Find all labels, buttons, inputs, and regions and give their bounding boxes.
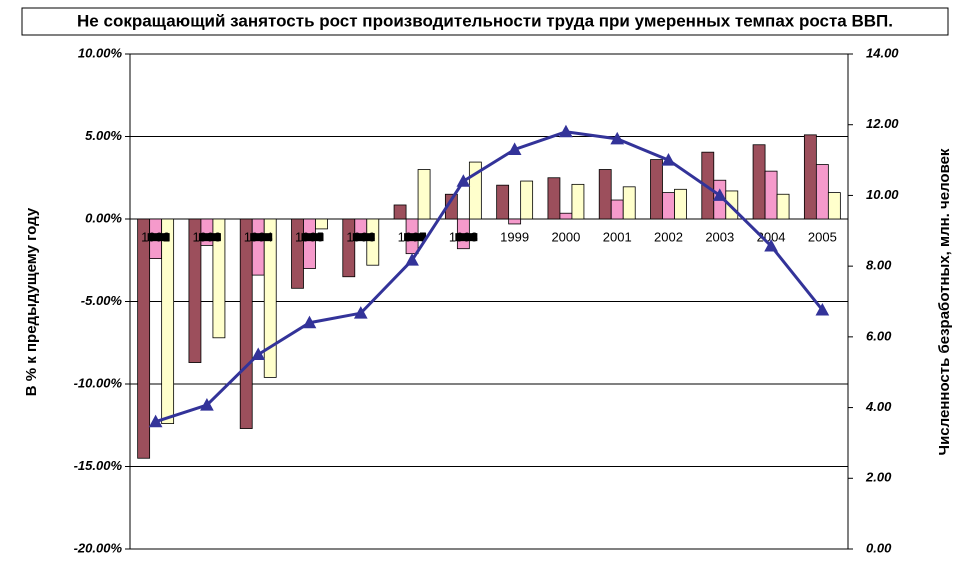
- dash-marker: [198, 233, 221, 242]
- y-tick-label: 10.00%: [78, 45, 123, 60]
- bar: [263, 218, 277, 378]
- bar: [366, 218, 380, 266]
- line-marker: [148, 414, 163, 428]
- bar: [803, 134, 817, 220]
- y2-tick-label: 14.00: [866, 45, 899, 60]
- bar: [508, 218, 522, 225]
- x-tick-label: 1999: [500, 229, 529, 244]
- y2-tick-label: 8.00: [866, 258, 892, 273]
- bar: [496, 184, 510, 220]
- x-tick-label: 2002: [654, 229, 683, 244]
- y-tick-label: -20.00%: [74, 540, 123, 555]
- title-box: [21, 7, 949, 36]
- x-tick-label: 2001: [603, 229, 632, 244]
- line-marker: [764, 238, 778, 252]
- line-marker: [610, 131, 625, 145]
- line-marker: [559, 124, 573, 138]
- dash-marker: [147, 233, 170, 242]
- bar: [417, 169, 431, 220]
- line-marker: [200, 398, 214, 411]
- line: [155, 130, 824, 424]
- dash-marker: [250, 233, 273, 242]
- dash-marker: [301, 233, 324, 242]
- bar: [674, 188, 687, 220]
- bar: [520, 180, 534, 220]
- line-marker: [353, 306, 368, 319]
- bar: [315, 218, 328, 230]
- bar: [764, 170, 778, 220]
- line-marker: [405, 253, 419, 266]
- line-marker: [507, 142, 522, 155]
- x-tick-label: 2005: [808, 229, 837, 244]
- y-tick-label: -5.00%: [81, 293, 123, 308]
- bar: [752, 144, 766, 220]
- dash-marker: [455, 233, 478, 242]
- bar: [776, 193, 790, 220]
- x-tick-label: 2003: [705, 229, 734, 244]
- y-tick-label: 0.00%: [85, 210, 122, 225]
- y-tick-label: -10.00%: [74, 375, 123, 390]
- y2-tick-label: 10.00: [866, 187, 899, 202]
- chart-title: Не сокращающий занятость рост производит…: [77, 11, 893, 30]
- line-marker: [251, 347, 266, 361]
- dash-marker: [352, 233, 375, 242]
- x-tick-label: 2000: [551, 229, 580, 244]
- bar: [137, 218, 151, 459]
- bar: [547, 177, 561, 220]
- line-marker: [456, 174, 471, 187]
- dash-marker: [404, 233, 427, 242]
- bar: [815, 164, 829, 220]
- y2-axis-label: Численность безработных, млн. человек: [936, 148, 953, 455]
- bar: [650, 159, 663, 220]
- bar: [598, 169, 612, 220]
- bar: [571, 183, 585, 220]
- bar: [251, 218, 265, 276]
- y2-tick-label: 6.00: [866, 328, 892, 343]
- bar: [622, 186, 636, 220]
- y-tick-label: 5.00%: [85, 128, 122, 143]
- bar: [559, 212, 573, 220]
- y2-tick-label: 4.00: [865, 399, 892, 414]
- bar: [188, 218, 202, 363]
- line-marker: [661, 153, 676, 166]
- y2-tick-label: 0.00: [866, 540, 892, 555]
- bar: [342, 218, 356, 278]
- bar: [662, 192, 675, 220]
- bar: [393, 204, 407, 220]
- line-marker: [815, 302, 830, 316]
- bar: [239, 218, 253, 429]
- bar: [212, 218, 226, 339]
- bar: [303, 218, 316, 269]
- y2-tick-label: 12.00: [866, 116, 899, 131]
- y-tick-label: -15.00%: [74, 458, 123, 473]
- line-marker: [302, 315, 317, 329]
- y-axis-label: В % к предыдущему году: [23, 207, 40, 396]
- bar: [610, 199, 624, 220]
- bar: [827, 192, 841, 220]
- line-marker: [712, 188, 727, 201]
- bar: [161, 218, 175, 425]
- y2-tick-label: 2.00: [865, 470, 892, 485]
